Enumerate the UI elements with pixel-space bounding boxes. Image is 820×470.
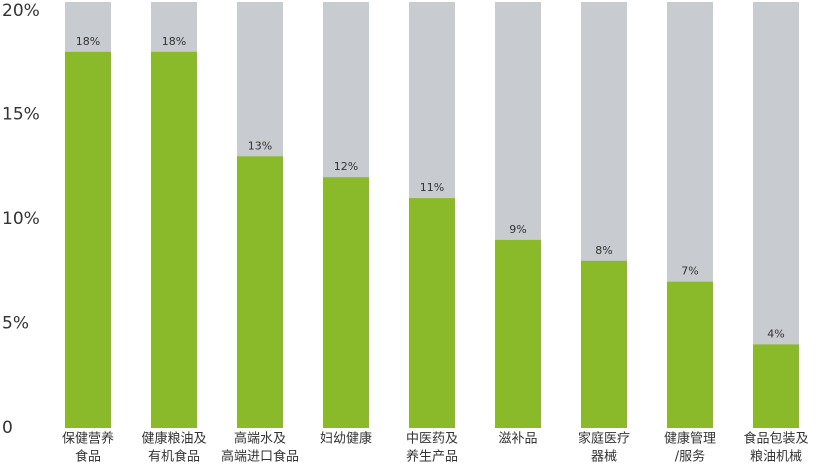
- value-label: 7%: [681, 265, 698, 278]
- x-tick-label: 健康管理: [664, 431, 716, 447]
- x-tick-label: 妇幼健康: [320, 431, 372, 447]
- y-tick-label: 20%: [2, 1, 40, 21]
- value-label: 18%: [162, 35, 186, 48]
- value-label: 13%: [248, 139, 272, 152]
- bar: [237, 156, 283, 429]
- y-tick-label: 5%: [2, 314, 29, 334]
- value-label: 4%: [767, 327, 784, 340]
- x-tick-label: 养生产品: [406, 449, 458, 465]
- x-tick-label: 食品包装及: [743, 431, 808, 447]
- value-label: 8%: [595, 244, 612, 257]
- bar: [151, 51, 197, 429]
- bar: [495, 239, 541, 428]
- value-label: 18%: [76, 35, 100, 48]
- x-tick-label: 食品: [75, 449, 101, 465]
- x-tick-label: 滋补品: [498, 432, 537, 447]
- y-tick-label: 15%: [2, 105, 40, 125]
- value-label: 9%: [509, 223, 526, 236]
- x-tick-label: 家庭医疗: [578, 431, 630, 447]
- bar: [323, 177, 369, 428]
- x-tick-label: 粮油机械: [750, 450, 802, 465]
- bar: [753, 344, 799, 428]
- value-label: 11%: [420, 181, 444, 194]
- x-tick-label: 器械: [591, 450, 617, 465]
- bar: [409, 198, 455, 428]
- x-tick-label: 高端水及: [234, 431, 286, 447]
- bar: [667, 281, 713, 428]
- bar: [65, 51, 111, 429]
- bar: [581, 260, 627, 428]
- x-tick-label: /服务: [675, 449, 705, 465]
- x-tick-label: 健康粮油及: [141, 431, 206, 447]
- x-tick-label: 有机食品: [148, 449, 200, 465]
- x-tick-label: 高端进口食品: [221, 449, 299, 465]
- x-tick-label: 中医药及: [406, 432, 458, 447]
- y-tick-label: 0: [2, 418, 13, 438]
- y-tick-label: 10%: [2, 209, 40, 229]
- value-label: 12%: [334, 160, 358, 173]
- x-tick-label: 保健营养: [62, 431, 114, 447]
